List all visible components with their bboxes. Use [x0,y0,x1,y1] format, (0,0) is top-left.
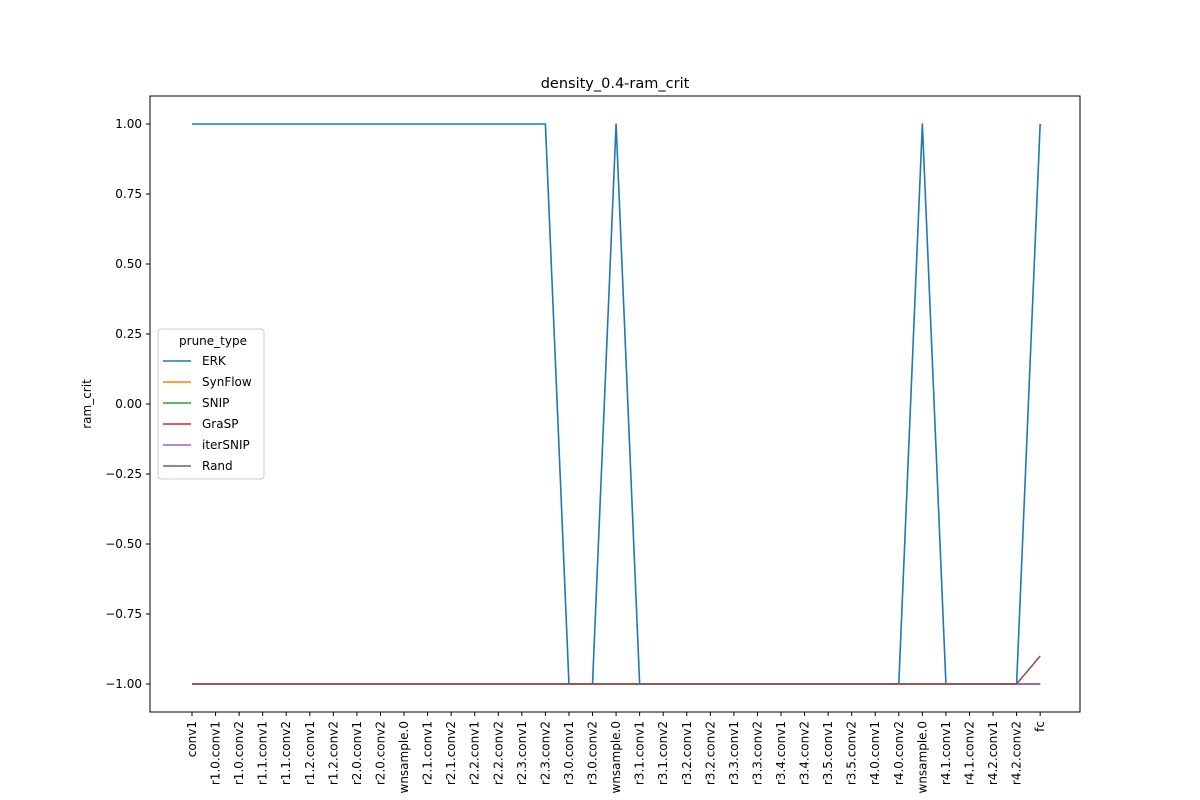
x-tick-label: r4.2.conv2 [1010,721,1024,785]
x-axis: conv1 r1.0.conv1 r1.0.conv2 r1.1.conv1 r1.1.… [185,712,1047,794]
y-tick-label: −0.25 [105,467,142,481]
legend-label-rand: Rand [202,459,233,473]
x-tick-label: r2.3.conv1 [515,721,529,785]
x-tick-label: r2.3.conv2 [538,721,552,785]
y-tick-label: 0.50 [115,257,142,271]
x-tick-label: r3.4.conv2 [798,721,812,785]
y-tick-label: −0.75 [105,607,142,621]
x-tick-label: r2.0.conv1 [350,721,364,785]
legend: prune_type ERK SynFlow SNIP GraSP iterSNIP Ran… [157,328,265,480]
series-layer [192,123,1041,685]
x-tick-label: r4.0.conv1 [868,721,882,785]
legend-label-synflow: SynFlow [202,375,252,389]
x-tick-label: conv1 [185,721,199,757]
x-tick-label: r4.2.conv1 [986,721,1000,785]
x-tick-label: r4.1.conv2 [962,721,976,785]
x-tick-label: r3.0.conv2 [586,721,600,785]
legend-label-itersnip: iterSNIP [202,438,250,452]
x-tick-label: r3.0.conv1 [562,721,576,785]
x-tick-label: r1.0.conv2 [232,721,246,785]
x-tick-label: wnsample.0 [915,721,929,794]
legend-title: prune_type [179,334,247,348]
x-tick-label: fc [1033,721,1047,732]
x-tick-label: r1.1.conv1 [256,721,270,785]
x-tick-label: r3.2.conv1 [680,721,694,785]
x-tick-label: r2.0.conv2 [373,721,387,785]
x-tick-label: r3.4.conv1 [774,721,788,785]
x-tick-label: r3.3.conv1 [727,721,741,785]
legend-label-snip: SNIP [202,396,229,410]
x-tick-label: r2.2.conv1 [468,721,482,785]
x-tick-label: r3.5.conv2 [845,721,859,785]
x-tick-label: r3.1.conv2 [656,721,670,785]
x-tick-label: r3.3.conv2 [750,721,764,785]
series-line-rand [192,655,1041,685]
x-tick-label: r3.5.conv1 [821,721,835,785]
legend-label-grasp: GraSP [202,417,238,431]
y-tick-label: 0.00 [115,397,142,411]
y-tick-label: −0.50 [105,537,142,551]
y-axis: 1.00 0.75 0.50 0.25 0.00 −0.25 −0.50 −0.75 −1.00 [105,117,150,691]
x-tick-label: r4.0.conv2 [892,721,906,785]
y-tick-label: −1.00 [105,677,142,691]
x-tick-label: r1.2.conv2 [326,721,340,785]
x-tick-label: r3.1.conv1 [633,721,647,785]
x-tick-label: wnsample.0 [397,721,411,794]
legend-box [157,328,265,480]
x-tick-label: r2.2.conv2 [491,721,505,785]
x-tick-label: r1.1.conv2 [279,721,293,785]
x-tick-label: r3.2.conv2 [703,721,717,785]
y-tick-label: 0.25 [115,327,142,341]
y-tick-label: 1.00 [115,117,142,131]
legend-label-erk: ERK [202,354,227,368]
y-axis-label: ram_crit [80,379,94,429]
x-tick-label: r2.1.conv2 [444,721,458,785]
x-tick-label: r2.1.conv1 [421,721,435,785]
x-tick-label: r1.2.conv1 [303,721,317,785]
x-tick-label: wnsample.0 [609,721,623,794]
chart-title: density_0.4-ram_crit [541,76,690,92]
y-tick-label: 0.75 [115,187,142,201]
x-tick-label: r1.0.conv1 [209,721,223,785]
x-tick-label: r4.1.conv1 [939,721,953,785]
